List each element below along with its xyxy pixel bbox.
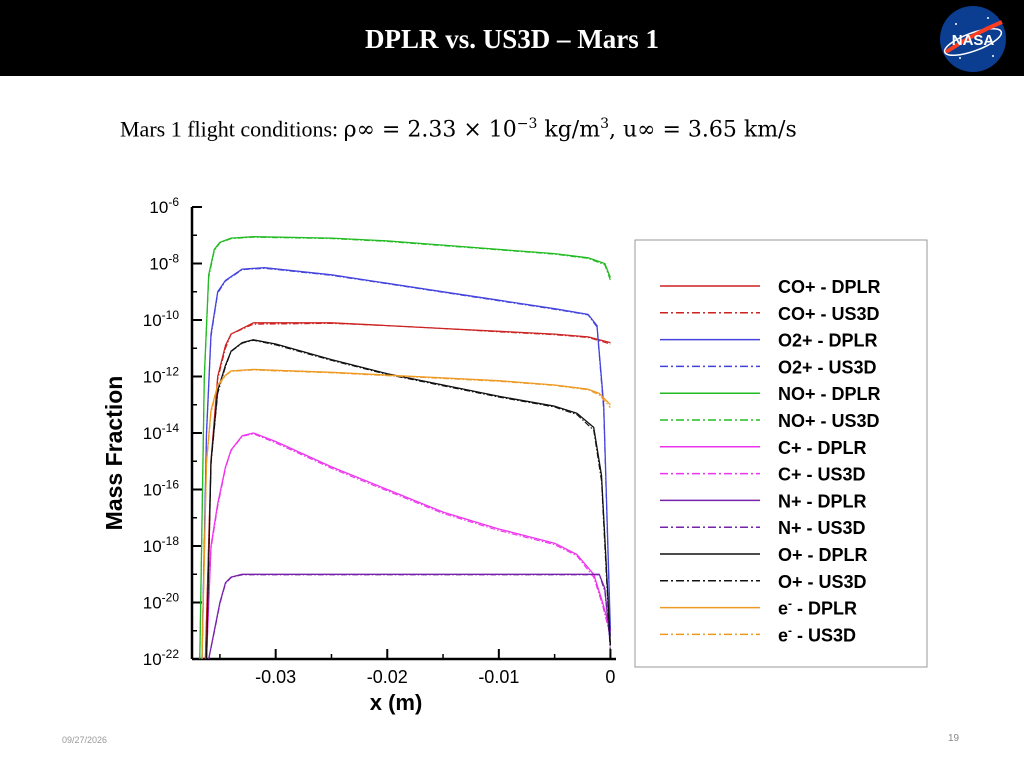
- series-line: [199, 236, 612, 660]
- legend-entry: e- - DPLR: [778, 597, 857, 619]
- legend-entry: O+ - US3D: [778, 572, 867, 592]
- x-tick-label: 0: [605, 667, 615, 687]
- mass-fraction-chart: 10-6 10-8 10-10 10-12 10-14 10-16 10-18 10-20 10…: [90, 185, 940, 720]
- y-axis-label: Mass Fraction: [101, 376, 127, 531]
- nasa-logo: NASA: [940, 6, 1006, 72]
- y-tick-label: 10-20: [143, 591, 180, 613]
- series-line: [201, 267, 611, 660]
- y-tick-label: 10-6: [149, 195, 179, 217]
- legend-entry: CO+ - US3D: [778, 304, 880, 324]
- legend-entry: O2+ - US3D: [778, 357, 877, 377]
- series-line: [205, 339, 612, 660]
- x-tick-label: -0.01: [478, 667, 519, 687]
- y-tick-label: 10-8: [149, 252, 179, 274]
- density-exponent: −3: [516, 116, 538, 132]
- series-line: [201, 368, 611, 660]
- y-tick-label: 10-14: [143, 421, 180, 443]
- series-line: [205, 433, 611, 660]
- y-tick-label: 10-18: [143, 534, 180, 556]
- legend-entry: NO+ - US3D: [778, 411, 880, 431]
- x-tick-label: -0.02: [367, 667, 408, 687]
- legend-entry: C+ - DPLR: [778, 438, 867, 458]
- legend-entry: e- - US3D: [778, 623, 856, 645]
- legend-entry: NO+ - DPLR: [778, 384, 881, 404]
- title-bar: [0, 0, 1024, 76]
- series-line: [201, 369, 611, 660]
- x-axis-label: x (m): [370, 690, 423, 715]
- slide-title: DPLR vs. US3D – Mars 1: [365, 24, 659, 54]
- series-line: [208, 574, 611, 660]
- footer-date: 09/27/2026: [62, 735, 108, 745]
- legend-entry: C+ - US3D: [778, 465, 866, 485]
- legend-entry: CO+ - DPLR: [778, 277, 881, 297]
- legend-entry: O+ - DPLR: [778, 545, 868, 565]
- legend-entry: N+ - DPLR: [778, 491, 867, 511]
- x-tick-label: -0.03: [255, 667, 296, 687]
- density-unit-exponent: 3: [600, 116, 609, 132]
- series-line: [204, 322, 611, 660]
- velocity-value: , u∞ = 3.65 km/s: [608, 117, 797, 143]
- y-tick-label: 10-10: [143, 308, 180, 330]
- series-line: [208, 573, 612, 660]
- series-line: [205, 432, 612, 660]
- legend-entry: N+ - US3D: [778, 518, 866, 538]
- flight-conditions: Mars 1 flight conditions: ρ∞ = 2.33 × 10…: [120, 116, 797, 142]
- y-tick-label: 10-22: [143, 647, 180, 669]
- series-line: [205, 339, 611, 660]
- legend-entry: O2+ - DPLR: [778, 331, 878, 351]
- density-unit: kg/m: [537, 117, 601, 143]
- legend-box: [634, 239, 928, 668]
- nasa-logo-text: NASA: [952, 32, 995, 49]
- page-number: 19: [948, 733, 960, 744]
- series-line: [204, 322, 611, 660]
- series-line: [199, 236, 611, 660]
- density-value: ρ∞ = 2.33 × 10: [343, 117, 517, 143]
- flight-conditions-prefix: Mars 1 flight conditions:: [120, 116, 344, 142]
- y-tick-label: 10-12: [143, 365, 180, 387]
- chart-svg: 10-6 10-8 10-10 10-12 10-14 10-16 10-18 10-20 10…: [101, 195, 928, 715]
- y-tick-label: 10-16: [143, 478, 180, 500]
